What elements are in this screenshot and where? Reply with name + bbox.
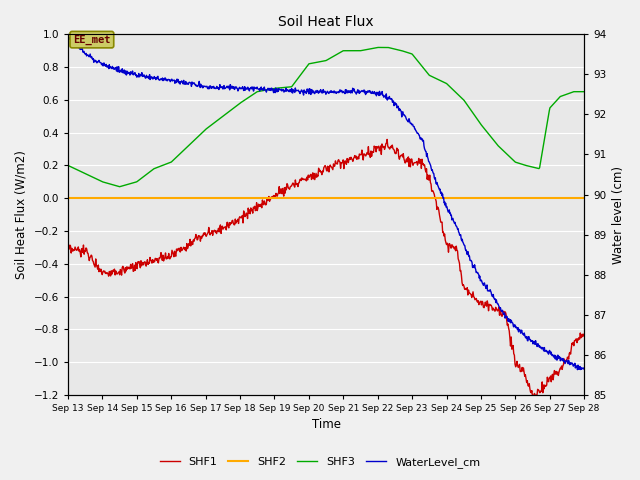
SHF3 xyxy=(365,47,372,52)
SHF1 xyxy=(383,136,391,142)
Text: EE_met: EE_met xyxy=(73,35,111,45)
SHF1 xyxy=(364,151,372,157)
SHF1 xyxy=(394,147,401,153)
WaterLevel_cm xyxy=(419,136,426,142)
SHF1 xyxy=(532,395,540,400)
SHF3 xyxy=(510,158,518,164)
SHF1 xyxy=(64,243,72,249)
WaterLevel_cm xyxy=(580,365,588,371)
Title: Soil Heat Flux: Soil Heat Flux xyxy=(278,15,374,29)
X-axis label: Time: Time xyxy=(312,419,340,432)
WaterLevel_cm xyxy=(476,273,484,279)
SHF1 xyxy=(456,268,464,274)
Line: WaterLevel_cm: WaterLevel_cm xyxy=(68,36,584,370)
SHF3 xyxy=(374,45,382,50)
SHF3 xyxy=(64,163,72,168)
SHF3 xyxy=(379,45,387,50)
SHF3 xyxy=(394,47,402,53)
WaterLevel_cm xyxy=(573,367,581,372)
WaterLevel_cm xyxy=(467,258,474,264)
SHF1 xyxy=(580,332,588,337)
SHF1 xyxy=(509,343,517,348)
WaterLevel_cm xyxy=(117,67,125,73)
SHF1 xyxy=(96,266,104,272)
Line: SHF3: SHF3 xyxy=(68,48,584,187)
Y-axis label: Water level (cm): Water level (cm) xyxy=(612,166,625,264)
Legend: SHF1, SHF2, SHF3, WaterLevel_cm: SHF1, SHF2, SHF3, WaterLevel_cm xyxy=(155,452,485,472)
SHF3 xyxy=(116,184,124,190)
WaterLevel_cm xyxy=(64,33,72,39)
Y-axis label: Soil Heat Flux (W/m2): Soil Heat Flux (W/m2) xyxy=(15,150,28,279)
SHF3 xyxy=(96,178,104,183)
SHF1 xyxy=(378,152,385,157)
WaterLevel_cm xyxy=(291,85,299,91)
WaterLevel_cm xyxy=(273,89,280,95)
SHF3 xyxy=(457,94,465,100)
SHF3 xyxy=(580,89,588,95)
Line: SHF1: SHF1 xyxy=(68,139,584,397)
